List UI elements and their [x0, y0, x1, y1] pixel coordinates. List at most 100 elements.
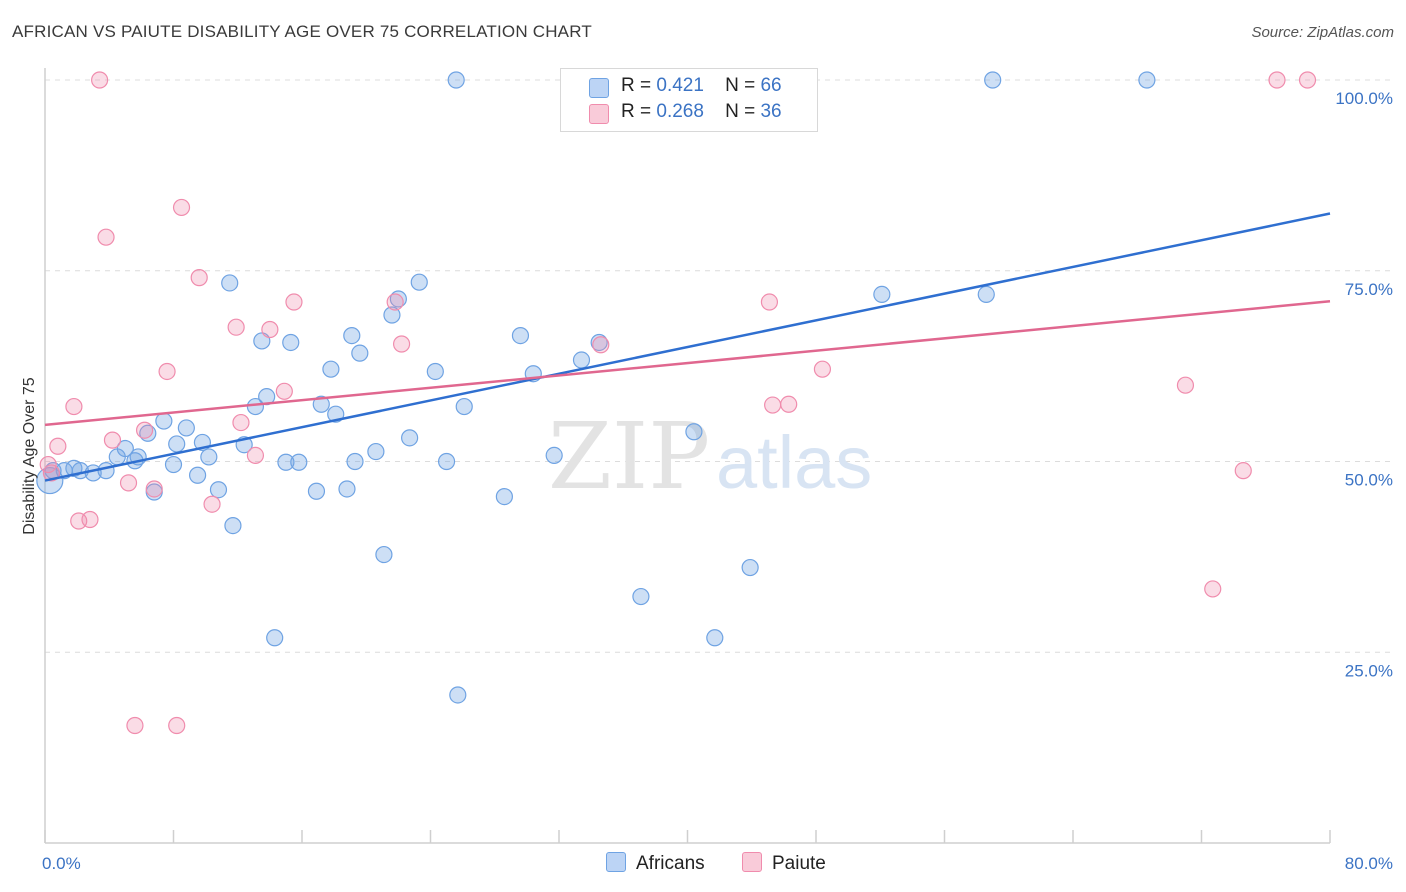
paiute-point [81, 510, 99, 529]
paiute-point [386, 293, 404, 311]
paiute-point [190, 269, 208, 287]
paiute-point [285, 293, 303, 311]
correlation-legend: R = 0.421 N = 66 R = 0.268 N = 36 [560, 68, 818, 132]
paiute-point [65, 397, 83, 416]
africans-point [177, 419, 195, 437]
paiute-point [168, 716, 186, 735]
paiute-point [392, 335, 411, 353]
paiute-point [158, 362, 176, 381]
africans-point [155, 412, 173, 430]
africans-point [338, 480, 356, 498]
africans-point [383, 306, 401, 324]
paiute-point [1234, 462, 1252, 480]
africans-point [449, 686, 467, 704]
africans-point [426, 362, 444, 381]
africans-legend-swatch [606, 852, 626, 872]
africans-point [375, 545, 393, 564]
africans-point [139, 424, 157, 442]
africans-point [495, 487, 513, 506]
paiute-point [172, 198, 191, 217]
africans-swatch [589, 78, 609, 98]
x-tick-label: 0.0% [42, 854, 81, 873]
paiute-legend-label: Paiute [772, 853, 826, 874]
paiute-point [49, 437, 67, 455]
paiute-point [103, 431, 122, 449]
x-tick-labels: 0.0% 80.0% [42, 854, 1393, 873]
paiute-point [119, 474, 138, 492]
africans-point [632, 587, 650, 606]
africans-point [545, 446, 563, 464]
africans-point [188, 466, 207, 484]
africans-point [224, 516, 242, 535]
africans-point [312, 395, 330, 413]
paiute-point [1204, 580, 1222, 598]
africans-point [455, 397, 473, 416]
africans-point [343, 327, 361, 345]
y-tick-label: 25.0% [1345, 661, 1393, 680]
paiute-point [813, 360, 832, 378]
watermark-zip: ZIP [548, 403, 710, 510]
africans-point [290, 453, 308, 471]
y-tick-labels: 100.0% 75.0% 50.0% 25.0% [1335, 89, 1393, 680]
africans-point [282, 333, 300, 352]
watermark: ZIP atlas [548, 403, 872, 510]
paiute-point [1176, 376, 1195, 394]
africans-point [410, 273, 428, 291]
trend-lines [44, 212, 1331, 482]
africans-point [164, 455, 183, 474]
africans-point [367, 442, 385, 461]
legend-r-value-paiute: 0.268 [656, 101, 704, 122]
africans-point [351, 344, 369, 362]
paiute-point [275, 382, 293, 400]
africans-point [209, 481, 228, 499]
paiute-point [1298, 71, 1317, 89]
y-axis-label: Disability Age Over 75 [21, 377, 38, 535]
africans-point [437, 452, 456, 471]
paiute-point [203, 495, 221, 513]
y-tick-label: 100.0% [1335, 89, 1393, 108]
paiute-point [780, 395, 798, 413]
paiute-point [1268, 71, 1286, 89]
legend-r-label: R = [621, 101, 652, 122]
y-tick-label: 50.0% [1345, 471, 1393, 490]
watermark-atlas: atlas [716, 421, 872, 504]
axes [44, 68, 1331, 844]
legend-r-label: R = [621, 75, 652, 96]
paiute-point [261, 320, 279, 339]
paiute-legend-swatch [742, 852, 762, 872]
paiute-point [126, 716, 144, 735]
paiute-point [227, 318, 245, 336]
paiute-point [592, 336, 610, 354]
chart-title: AFRICAN VS PAIUTE DISABILITY AGE OVER 75… [12, 22, 592, 41]
legend-n-value-paiute: 36 [760, 101, 782, 122]
paiute-swatch [589, 104, 609, 124]
paiute-point [760, 293, 779, 311]
legend-n-value-africans: 66 [760, 75, 782, 96]
legend-n-label: N = [725, 75, 756, 96]
legend-r-value-africans: 0.421 [656, 75, 704, 96]
paiute-point [764, 396, 782, 414]
paiute-point [42, 464, 61, 482]
africans-legend-label: Africans [636, 853, 705, 874]
africans-point [706, 629, 724, 647]
y-tick-label: 75.0% [1345, 280, 1393, 299]
grid-lines [45, 79, 1390, 653]
paiute-point [97, 228, 115, 246]
paiute-point [232, 413, 250, 432]
africans-point [168, 435, 186, 453]
source-label: Source: ZipAtlas.com [1251, 24, 1394, 41]
paiute-point [246, 446, 265, 464]
africans-point [116, 439, 134, 458]
africans-point [200, 448, 218, 466]
africans-point [97, 462, 115, 480]
africans-point [401, 429, 419, 447]
paiute-trend-line [44, 300, 1331, 427]
bottom-legend-africans: Africans [606, 852, 705, 875]
paiute-point [135, 421, 154, 439]
africans-point [741, 558, 759, 577]
africans-point [685, 423, 703, 441]
africans-point [266, 629, 284, 647]
africans-point [277, 453, 295, 471]
paiute-point [91, 71, 109, 89]
